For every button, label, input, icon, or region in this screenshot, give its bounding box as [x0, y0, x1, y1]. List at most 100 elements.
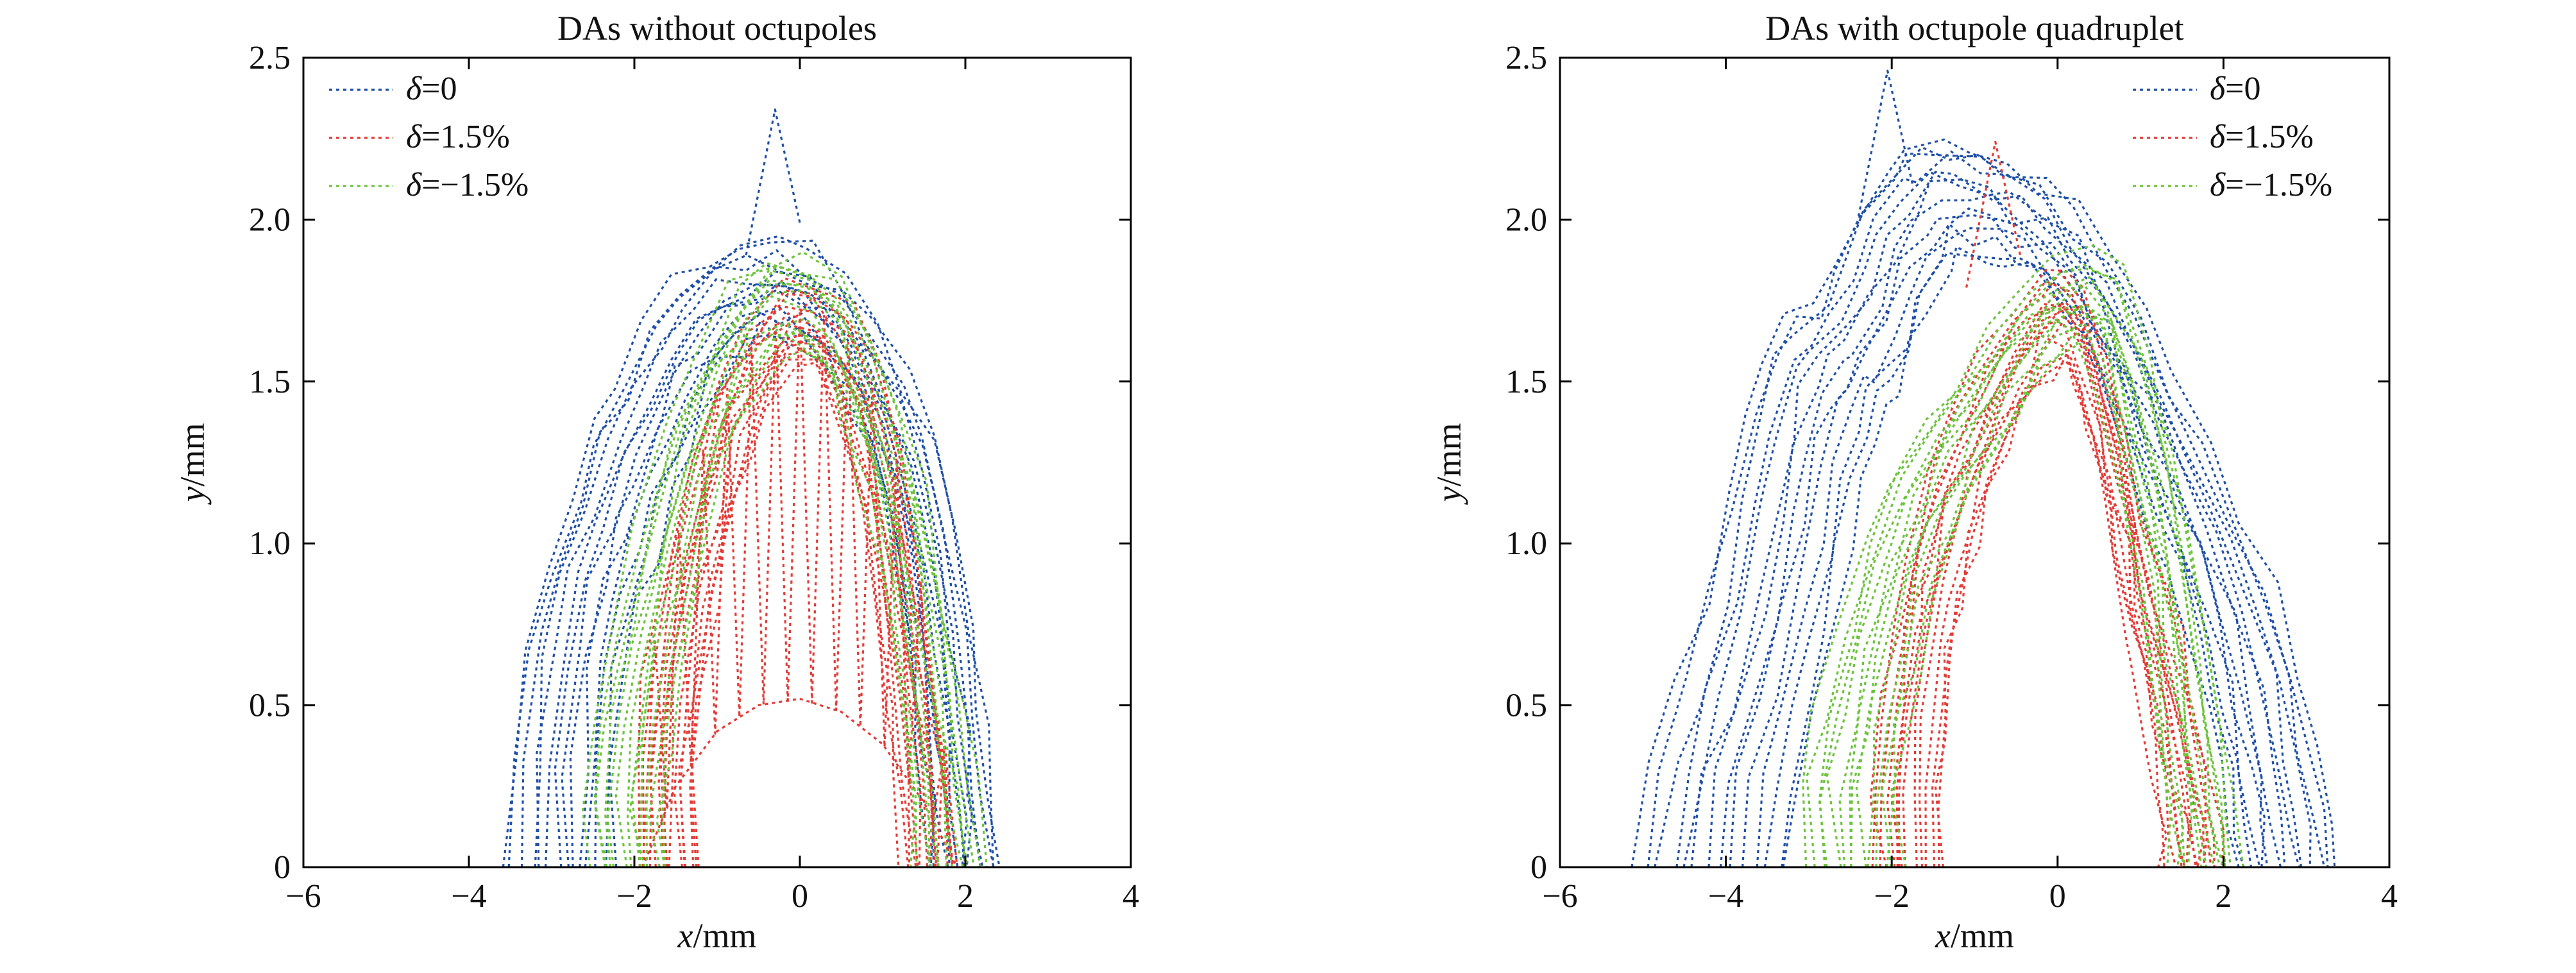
trace-line	[606, 279, 967, 868]
trace-line	[1826, 280, 2224, 868]
legend-entry: δ=0	[2210, 71, 2261, 107]
x-tick-label: −2	[616, 878, 652, 915]
x-tick-label: −6	[1542, 878, 1577, 915]
y-tick-label: 2.0	[1505, 201, 1547, 238]
trace-line	[648, 292, 954, 868]
y-tick-label: 2.5	[249, 40, 291, 76]
trace-line	[631, 295, 953, 868]
legend-delta-symbol: δ	[406, 119, 422, 155]
trace-line	[661, 349, 917, 868]
legend-entry: δ=−1.5%	[2210, 167, 2332, 203]
x-axis-var: x	[677, 917, 693, 955]
chart-title: DAs with octupole quadruplet	[1765, 9, 2183, 47]
trace-line	[689, 358, 910, 868]
trace-line	[1965, 140, 2022, 288]
trace-line	[1869, 271, 2216, 868]
y-tick-label: 0	[274, 849, 291, 886]
trace-line	[1782, 246, 2240, 868]
legend-entry: δ=1.5%	[2210, 119, 2314, 155]
x-tick-label: −4	[451, 878, 486, 915]
series-3	[1802, 244, 2244, 868]
trace-line	[1849, 305, 2216, 868]
x-tick-label: −2	[1874, 878, 1910, 915]
trace-line	[1741, 207, 2266, 868]
trace-line	[1690, 171, 2300, 868]
trace-line	[668, 324, 929, 868]
trace-line	[626, 289, 947, 868]
x-tick-label: 2	[957, 878, 974, 915]
trace-line	[581, 251, 988, 868]
trace-line	[691, 361, 900, 868]
trace-line	[593, 262, 981, 868]
trace-line	[1781, 251, 2245, 868]
traces	[502, 108, 1001, 868]
legend-label: =0	[421, 71, 457, 107]
legend-delta-symbol: δ	[2210, 119, 2226, 155]
trace-line	[1850, 303, 2208, 868]
legend-label: =−1.5%	[2225, 167, 2332, 203]
trace-line	[679, 335, 919, 868]
trace-line	[1763, 223, 2253, 868]
trace-line	[1818, 276, 2226, 868]
y-axis-label: y/mm	[173, 423, 212, 505]
x-tick-label: 0	[2049, 878, 2066, 915]
legend-delta-symbol: δ	[2210, 71, 2226, 107]
trace-line	[521, 249, 995, 868]
chart-title: DAs without octupoles	[557, 9, 877, 47]
trace-line	[745, 108, 801, 256]
x-axis-unit: /mm	[1951, 917, 2014, 955]
series-1	[1631, 69, 2336, 868]
trace-line	[1806, 264, 2232, 868]
legend-label: =−1.5%	[421, 167, 529, 203]
trace-line	[1802, 244, 2244, 868]
trace-line	[1895, 303, 2204, 868]
trace-line	[1913, 316, 2190, 868]
legend-delta-symbol: δ	[406, 71, 422, 107]
legend-delta-symbol: δ	[2210, 167, 2226, 203]
trace-line	[1890, 287, 2205, 868]
trace-line	[1818, 267, 2226, 868]
y-tick-label: 1.0	[1505, 525, 1547, 562]
y-tick-label: 0.5	[1505, 688, 1547, 724]
trace-line	[1838, 284, 2221, 868]
trace-line	[641, 289, 949, 868]
plot-frame	[1559, 56, 2391, 868]
y-axis-unit: /mm	[1430, 423, 1468, 487]
trace-line	[1631, 139, 2336, 868]
series-2	[637, 276, 958, 868]
y-tick-label: 2.0	[249, 201, 291, 238]
y-tick-label: 1.5	[249, 364, 291, 400]
trace-line	[1919, 321, 2186, 868]
trace-line	[1890, 333, 2173, 868]
trace-line	[1881, 322, 2185, 868]
x-tick-label: 0	[792, 878, 808, 915]
x-axis-unit: /mm	[693, 917, 756, 955]
trace-line	[641, 697, 958, 868]
traces	[1631, 69, 2336, 868]
panel-1: DAs without octupoles −6 −4 −2 0 2 4 0 0.5 1.0 1.5…	[173, 9, 1139, 955]
trace-line	[1897, 303, 2199, 868]
y-axis-var: y	[173, 486, 212, 505]
trace-line	[637, 276, 954, 868]
trace-line	[1875, 319, 2186, 868]
x-tick-label: −4	[1708, 878, 1743, 915]
trace-line	[605, 320, 936, 868]
trace-line	[507, 235, 1001, 868]
legend-entry: δ=1.5%	[406, 119, 510, 155]
x-axis-label: x/mm	[677, 917, 757, 955]
trace-line	[545, 270, 973, 868]
legend-label: =1.5%	[421, 119, 510, 155]
trace-line	[614, 283, 964, 868]
trace-line	[1756, 227, 2261, 868]
legend-entry: δ=0	[406, 71, 457, 107]
legend: δ=0δ=1.5%δ=−1.5%	[329, 71, 529, 203]
legend-label: =0	[2225, 71, 2260, 107]
x-tick-label: 4	[1123, 878, 1139, 915]
trace-line	[608, 333, 931, 868]
trace-line	[1937, 360, 2165, 868]
trace-line	[534, 254, 981, 868]
x-tick-label: −6	[285, 878, 321, 915]
trace-line	[639, 322, 940, 868]
trace-line	[1886, 343, 2186, 868]
